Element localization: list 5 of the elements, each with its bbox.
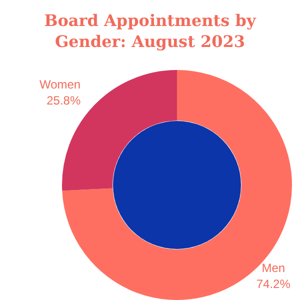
slice-label: Women bbox=[39, 78, 81, 92]
chart-title: Board Appointments by Gender: August 2023 bbox=[43, 10, 258, 52]
slice-label: Men bbox=[262, 260, 286, 275]
data-label: 74.2% bbox=[256, 276, 291, 291]
data-label: 25.8% bbox=[46, 94, 81, 108]
